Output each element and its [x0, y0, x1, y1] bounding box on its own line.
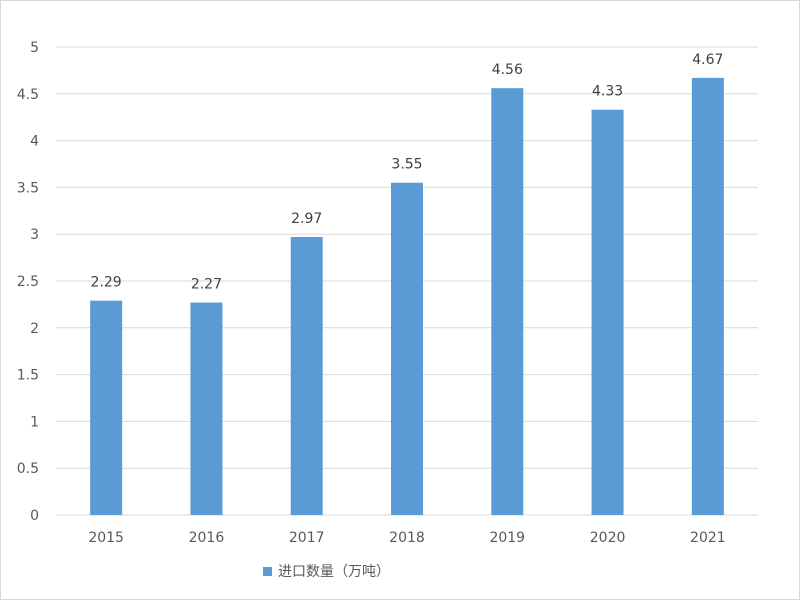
x-tick-label: 2020 — [590, 530, 626, 546]
y-tick-label: 0 — [30, 508, 39, 524]
data-label: 2.29 — [91, 275, 122, 291]
bar — [90, 300, 123, 515]
y-tick-label: 0.5 — [17, 461, 39, 477]
bar — [491, 88, 524, 516]
data-label: 3.55 — [391, 157, 422, 173]
y-tick-label: 1.5 — [17, 368, 39, 384]
x-tick-label: 2021 — [690, 530, 726, 546]
data-label: 4.56 — [492, 62, 523, 78]
data-label: 4.33 — [592, 84, 623, 100]
y-tick-label: 2.5 — [17, 274, 39, 290]
data-label: 2.27 — [191, 277, 222, 293]
data-label: 2.97 — [291, 211, 322, 227]
x-tick-label: 2016 — [189, 530, 225, 546]
x-tick-label: 2018 — [389, 530, 425, 546]
legend-swatch — [263, 566, 272, 576]
bar — [391, 182, 423, 515]
bar — [591, 109, 624, 515]
y-tick-label: 2 — [30, 321, 39, 337]
x-tick-label: 2015 — [88, 530, 124, 546]
data-label: 4.67 — [692, 52, 723, 68]
bar — [190, 302, 223, 515]
bar — [691, 77, 724, 515]
y-tick-label: 1 — [30, 414, 39, 430]
y-tick-label: 5 — [30, 40, 39, 56]
x-tick-label: 2019 — [489, 530, 525, 546]
legend-label: 进口数量（万吨） — [278, 564, 390, 580]
x-tick-label: 2017 — [289, 530, 325, 546]
y-tick-label: 3 — [30, 227, 39, 243]
y-tick-label: 4 — [30, 134, 39, 150]
legend: 进口数量（万吨） — [263, 561, 390, 581]
y-tick-label: 4.5 — [17, 87, 39, 103]
y-tick-label: 3.5 — [17, 180, 39, 196]
bar — [290, 237, 323, 515]
